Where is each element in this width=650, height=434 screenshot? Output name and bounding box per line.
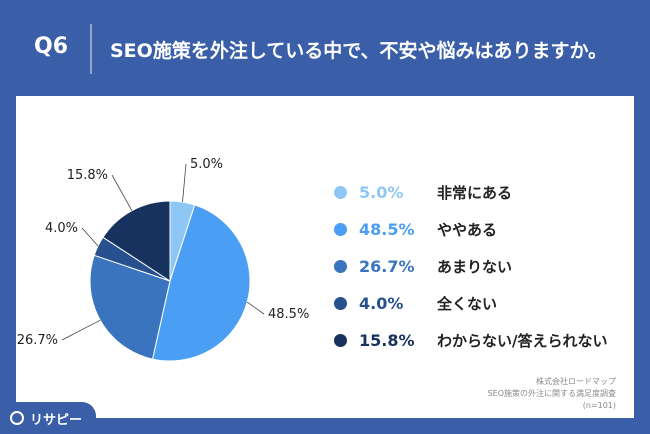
legend-item: 5.0% 非常にある xyxy=(334,174,607,211)
legend-item: 48.5% ややある xyxy=(334,211,607,248)
legend-item: 26.7% あまりない xyxy=(334,248,607,285)
legend-value: 5.0% xyxy=(359,183,404,202)
chart-panel: 5.0% 48.5% 26.7% 4.0% 15.8% 5.0% 非常にある 48.5% やや… xyxy=(16,96,634,418)
pie-data-label: 5.0% xyxy=(190,157,223,172)
pie-leader-line xyxy=(246,301,265,315)
source-sample: (n=101) xyxy=(582,401,616,410)
source-note: 株式会社ロードマップ SEO施策の外注に関する満足度調査 (n=101) xyxy=(488,376,616,412)
legend-label: ややある xyxy=(437,221,498,239)
pie-data-label: 4.0% xyxy=(45,221,78,236)
brand-icon xyxy=(10,411,24,425)
pie-chart: 5.0% 48.5% 26.7% 4.0% 15.8% xyxy=(17,157,309,362)
legend-label: 非常にある xyxy=(437,184,513,202)
legend-swatch xyxy=(334,260,347,273)
pie-slice xyxy=(151,204,251,362)
pie-data-label: 26.7% xyxy=(17,333,58,348)
legend-swatch xyxy=(334,334,347,347)
legend-item: 4.0% 全くない xyxy=(334,285,607,322)
legend-label: わからない/答えられない xyxy=(437,332,608,350)
pie-leader-line xyxy=(61,319,101,341)
pie-data-label: 48.5% xyxy=(268,307,309,322)
legend-swatch xyxy=(334,297,347,310)
source-company: 株式会社ロードマップ xyxy=(536,377,616,386)
pie-leader-line xyxy=(81,227,99,247)
pie-slice xyxy=(102,200,171,282)
legend-value: 48.5% xyxy=(359,220,415,239)
question-text: SEO施策を外注している中で、不安や悩みはありますか。 xyxy=(110,40,608,62)
legend-value: 26.7% xyxy=(359,257,415,276)
pie-leader-line xyxy=(182,163,187,203)
legend-label: あまりない xyxy=(437,258,513,276)
legend-value: 15.8% xyxy=(359,331,415,350)
legend-value: 4.0% xyxy=(359,294,404,313)
legend: 5.0% 非常にある 48.5% ややある 26.7% あまりない 4.0% 全くない 15.8… xyxy=(334,174,607,359)
header-divider xyxy=(90,24,92,74)
pie-data-label: 15.8% xyxy=(67,168,108,183)
legend-item: 15.8% わからない/答えられない xyxy=(334,322,607,359)
header: Q6 SEO施策を外注している中で、不安や悩みはありますか。 xyxy=(0,0,650,96)
brand-logo: リサピー xyxy=(0,402,96,434)
source-survey: SEO施策の外注に関する満足度調査 xyxy=(487,389,616,398)
pie-slice xyxy=(89,254,171,360)
brand-name: リサピー xyxy=(30,412,83,428)
legend-swatch xyxy=(334,186,347,199)
pie-leader-line xyxy=(111,174,133,211)
legend-label: 全くない xyxy=(437,295,498,313)
question-number: Q6 xyxy=(34,34,69,59)
legend-swatch xyxy=(334,223,347,236)
